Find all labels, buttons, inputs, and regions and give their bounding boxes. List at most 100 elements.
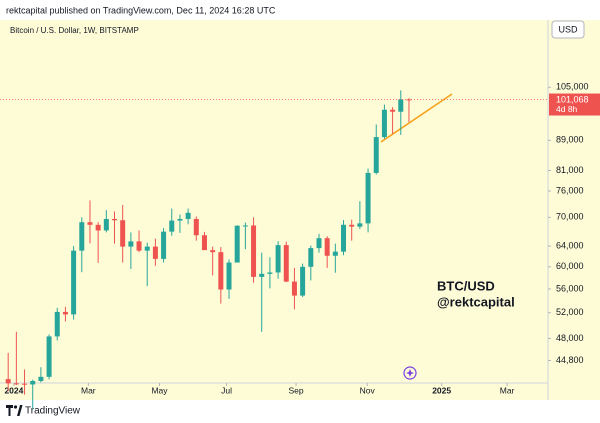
candle [22, 369, 28, 395]
candle-body [193, 218, 199, 236]
candle [324, 236, 330, 268]
candle-body [218, 252, 224, 290]
candle [193, 216, 199, 241]
candle [152, 238, 158, 266]
candle [242, 222, 248, 250]
y-tick-label: 52,000 [556, 307, 584, 317]
x-tick-label: Jul [221, 385, 232, 395]
candle-body [316, 238, 322, 249]
candle-body [251, 225, 257, 277]
candle [390, 107, 396, 134]
x-tick-label: Nov [360, 385, 376, 395]
candle [95, 222, 101, 263]
currency[interactable]: USD [558, 24, 578, 34]
brand-logo [6, 405, 23, 416]
last-price-label: 101,068 [556, 94, 589, 104]
candle [87, 200, 93, 244]
y-tick-label: 60,000 [556, 261, 584, 271]
candle [300, 263, 306, 298]
candle [5, 352, 11, 391]
x-tick-label: Mar [500, 385, 515, 395]
candle-body [30, 381, 36, 385]
candle-body [79, 222, 85, 251]
logo-dot [13, 405, 18, 409]
candle [332, 243, 338, 273]
candle [275, 241, 281, 279]
y-tick-label: 70,000 [556, 212, 584, 222]
candle-body [71, 250, 77, 315]
candle-body [152, 246, 158, 259]
y-tick-label: 81,000 [556, 165, 584, 175]
currency-box[interactable] [551, 20, 585, 39]
candle [144, 242, 150, 287]
candle-body [267, 272, 273, 274]
candle-body [308, 248, 314, 267]
event-icon[interactable] [403, 366, 417, 380]
y-tick-label: 44,800 [556, 355, 584, 365]
candle [161, 228, 167, 263]
candle-body [341, 224, 347, 252]
candle [398, 90, 404, 135]
candle-body [332, 251, 338, 256]
candle-body [54, 311, 60, 337]
candle [381, 104, 387, 139]
candle [365, 168, 371, 233]
candle [341, 220, 347, 256]
candle [267, 257, 273, 289]
candle [112, 211, 118, 244]
last-price-box [549, 93, 600, 116]
candle [103, 210, 109, 233]
candle [79, 217, 85, 273]
candle [259, 252, 265, 332]
candle [136, 230, 142, 253]
x-tick-label: 2024 [4, 385, 23, 395]
y-tick-label: 105,000 [556, 82, 589, 92]
x-tick-label: May [151, 385, 168, 395]
candle-body [283, 245, 289, 282]
candle [210, 246, 216, 276]
candle [177, 214, 183, 233]
candle [283, 241, 289, 283]
candle [357, 201, 363, 230]
event-icon-star [406, 369, 414, 377]
candle [62, 306, 68, 322]
candle-body [112, 218, 118, 221]
candle-body [210, 250, 216, 253]
candle-body [324, 238, 330, 256]
chart-background [0, 20, 600, 400]
brand-name: TradingView [25, 406, 81, 417]
x-tick-label: Mar [81, 385, 96, 395]
candle [291, 267, 297, 310]
candle-body [161, 231, 167, 259]
y-tick-label: 56,000 [556, 283, 584, 293]
candle-body [381, 109, 387, 138]
candle [185, 208, 191, 225]
candle [234, 225, 240, 263]
candle [251, 217, 257, 283]
candle-body [5, 379, 11, 384]
candle-body [275, 245, 281, 273]
candle-body [234, 225, 240, 263]
candle [308, 245, 314, 281]
annotation: BTC/USD [437, 278, 495, 293]
logo-v [17, 405, 23, 416]
candle-body [177, 218, 183, 221]
candle [316, 233, 322, 253]
candle [226, 259, 232, 299]
candle-body [398, 99, 404, 112]
candle [128, 232, 134, 269]
candle-body [169, 220, 175, 232]
y-tick-label: 76,000 [556, 185, 584, 195]
candle [30, 379, 36, 410]
candle-body [259, 273, 265, 277]
x-tick-label: 2025 [432, 385, 451, 395]
annotation: @rektcapital [437, 294, 515, 309]
candles [5, 90, 412, 410]
candle [71, 246, 77, 320]
candle-body [95, 224, 101, 231]
candle-body [38, 376, 44, 382]
y-tick-label: 48,000 [556, 333, 584, 343]
candle-body [365, 172, 371, 224]
candle-body [87, 222, 93, 225]
